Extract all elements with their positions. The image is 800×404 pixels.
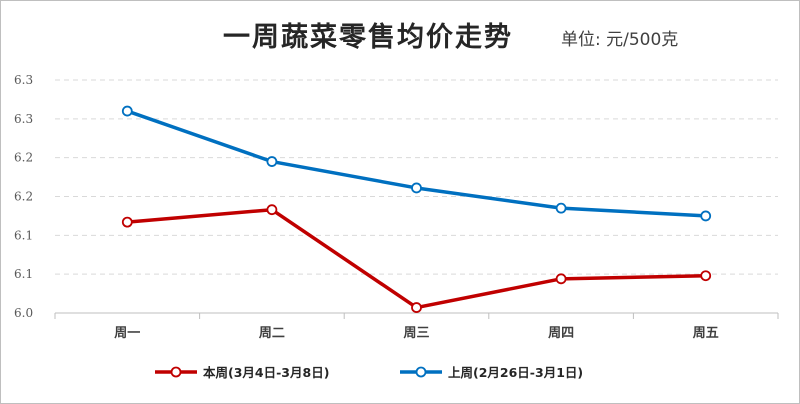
gridlines [55,79,778,314]
series-line [126,109,706,218]
legend-swatch-marker [415,366,427,378]
chart-title: 一周蔬菜零售均价走势 [223,22,513,53]
data-point [411,182,422,194]
legend-label: 本周(3月4日-3月8日) [203,365,329,380]
y-tick-label: 6.2 [14,151,33,165]
x-tick-label: 周二 [259,326,285,341]
y-tick-label: 6.1 [14,267,33,281]
y-tick-label: 6.1 [14,228,33,242]
data-point [411,302,422,313]
data-point [555,273,567,285]
y-tick-label: 6.3 [14,112,33,126]
x-axis-ticks: 周一 周二 周三 周四 周五 [54,313,779,341]
data-point [121,105,133,117]
y-tick-label: 6.0 [14,306,33,320]
y-tick-label: 6.2 [14,190,33,204]
data-point [700,270,712,282]
data-series [121,105,712,313]
data-point [266,156,278,167]
legend-swatch-marker [170,366,182,378]
data-point [700,210,712,222]
legend: 本周(3月4日-3月8日) 上周(2月26日-3月1日) [155,365,583,380]
chart-title-bar: 一周蔬菜零售均价走势 单位: 元/500克 [1,15,800,55]
series-line [127,207,706,310]
x-tick-label: 周一 [114,326,140,341]
y-axis-ticks: 6.0 6.1 6.1 6.2 6.2 6.3 6.3 [14,73,33,320]
legend-label: 上周(2月26日-3月1日) [448,365,583,380]
y-tick-label: 6.3 [14,73,33,87]
x-tick-label: 周五 [693,326,719,341]
x-tick-label: 周四 [548,326,574,341]
chart-unit-label: 单位: 元/500克 [561,30,679,50]
data-point [266,204,278,216]
x-tick-label: 周三 [403,326,429,341]
data-point [121,216,133,228]
data-point [555,202,567,214]
